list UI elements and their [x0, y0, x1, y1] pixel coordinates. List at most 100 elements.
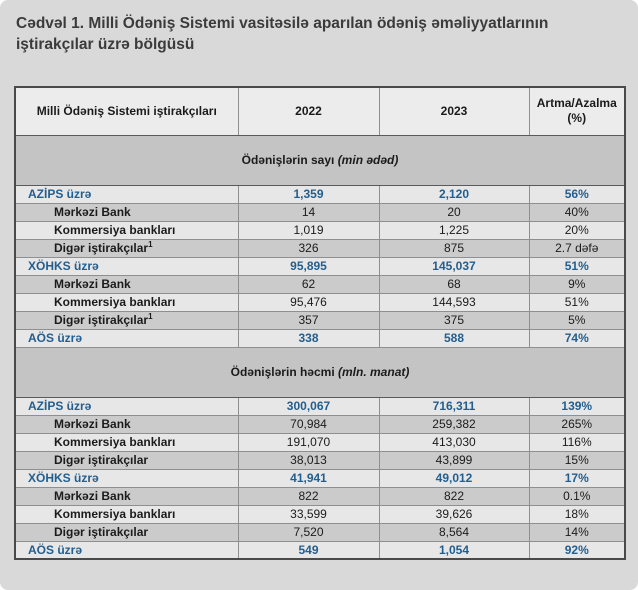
row-label: Digər iştirakçılar	[54, 525, 149, 539]
footnote-marker: 1	[148, 312, 153, 321]
value-change-cell: 17%	[528, 468, 626, 488]
row-label-cell: XÖHKS üzrə	[14, 256, 239, 276]
value-2023-cell: 49,012	[378, 468, 530, 488]
value-2023-cell: 145,037	[378, 256, 530, 276]
value-2023-cell: 822	[378, 486, 530, 506]
table-header-row: Milli Ödəniş Sistemi iştirakçıları 2022 …	[14, 86, 626, 136]
value-change-cell: 265%	[528, 414, 626, 434]
value-2022-cell: 1,359	[237, 184, 380, 204]
value-2023-cell: 1,225	[378, 220, 530, 240]
value-2022-cell: 38,013	[237, 450, 380, 470]
value-change-cell: 56%	[528, 184, 626, 204]
row-label: AZİPS üzrə	[28, 399, 92, 413]
value-2023-cell: 375	[378, 310, 530, 330]
value-2022-cell: 7,520	[237, 522, 380, 542]
value-change-cell: 2.7 dəfə	[528, 238, 626, 258]
value-2022-cell: 357	[237, 310, 380, 330]
value-2023-cell: 875	[378, 238, 530, 258]
value-2022-cell: 70,984	[237, 414, 380, 434]
value-change-cell: 20%	[528, 220, 626, 240]
value-change-cell: 9%	[528, 274, 626, 294]
row-label: AÖS üzrə	[28, 542, 83, 557]
row-label: Mərkəzi Bank	[54, 277, 131, 291]
table-row-central-bank-volume2: Mərkəzi Bank 822 822 0.1%	[14, 486, 626, 506]
row-label: Kommersiya bankları	[54, 507, 176, 521]
section-unit: (mln. manat)	[338, 365, 410, 379]
row-label: XÖHKS üzrə	[28, 259, 99, 273]
row-label: AZİPS üzrə	[28, 187, 92, 201]
value-2022-cell: 14	[237, 202, 380, 222]
row-label-cell: Mərkəzi Bank	[14, 414, 239, 434]
value-2023-cell: 259,382	[378, 414, 530, 434]
value-2022-cell: 95,476	[237, 292, 380, 312]
section-unit: (min ədəd)	[337, 153, 399, 167]
row-label-cell: Mərkəzi Bank	[14, 202, 239, 222]
row-label: Digər iştirakçılar	[54, 453, 149, 467]
value-2023-cell: 8,564	[378, 522, 530, 542]
value-2022-cell: 95,895	[237, 256, 380, 276]
table-row-commercial-banks-count: Kommersiya bankları 1,019 1,225 20%	[14, 220, 626, 240]
section-title: Ödənişlərin sayı	[241, 153, 335, 167]
value-2023-cell: 2,120	[378, 184, 530, 204]
table-row-azips-count: AZİPS üzrə 1,359 2,120 56%	[14, 184, 626, 204]
row-label-cell: Mərkəzi Bank	[14, 486, 239, 506]
value-2023-cell: 144,593	[378, 292, 530, 312]
row-label: Kommersiya bankları	[54, 295, 176, 309]
row-label-cell: Digər iştirakçılar1	[14, 238, 239, 258]
row-label-cell: Digər iştirakçılar	[14, 522, 239, 542]
value-2022-cell: 62	[237, 274, 380, 294]
row-label: Mərkəzi Bank	[54, 489, 131, 503]
value-2023-cell: 20	[378, 202, 530, 222]
value-2023-cell: 413,030	[378, 432, 530, 452]
row-label-cell: AÖS üzrə	[14, 328, 239, 348]
row-label: Digər iştirakçılar	[54, 313, 149, 327]
value-change-cell: 51%	[528, 292, 626, 312]
table-row-commercial-banks-volume: Kommersiya bankları 191,070 413,030 116%	[14, 432, 626, 452]
row-label: Kommersiya bankları	[54, 435, 176, 449]
payments-table: Milli Ödəniş Sistemi iştirakçıları 2022 …	[14, 86, 626, 560]
column-header-2022: 2022	[237, 86, 380, 136]
section-header-volume: Ödənişlərin həcmi (mln. manat)	[14, 346, 626, 398]
value-2022-cell: 300,067	[237, 396, 380, 416]
row-label-cell: XÖHKS üzrə	[14, 468, 239, 488]
value-2022-cell: 41,941	[237, 468, 380, 488]
row-label-cell: Kommersiya bankları	[14, 504, 239, 524]
value-2023-cell: 43,899	[378, 450, 530, 470]
table-row-other-participants-volume2: Digər iştirakçılar 7,520 8,564 14%	[14, 522, 626, 542]
value-2023-cell: 1,054	[378, 540, 530, 560]
row-label: Digər iştirakçılar	[54, 241, 149, 255]
row-label-cell: AZİPS üzrə	[14, 184, 239, 204]
table-row-xohks-volume: XÖHKS üzrə 41,941 49,012 17%	[14, 468, 626, 488]
value-change-cell: 139%	[528, 396, 626, 416]
table-row-xohks-count: XÖHKS üzrə 95,895 145,037 51%	[14, 256, 626, 276]
value-2023-cell: 39,626	[378, 504, 530, 524]
table-row-azips-volume: AZİPS üzrə 300,067 716,311 139%	[14, 396, 626, 416]
row-label-cell: AÖS üzrə	[14, 540, 239, 560]
value-2023-cell: 716,311	[378, 396, 530, 416]
row-label: Mərkəzi Bank	[54, 417, 131, 431]
row-label-cell: Kommersiya bankları	[14, 432, 239, 452]
row-label: XÖHKS üzrə	[28, 471, 99, 485]
column-header-change: Artma/Azalma (%)	[528, 86, 626, 136]
value-change-cell: 116%	[528, 432, 626, 452]
column-header-participants: Milli Ödəniş Sistemi iştirakçıları	[14, 86, 239, 136]
row-label-cell: Digər iştirakçılar	[14, 450, 239, 470]
table-row-commercial-banks-volume2: Kommersiya bankları 33,599 39,626 18%	[14, 504, 626, 524]
value-2022-cell: 338	[237, 328, 380, 348]
row-label-cell: Kommersiya bankları	[14, 292, 239, 312]
table-row-central-bank-volume: Mərkəzi Bank 70,984 259,382 265%	[14, 414, 626, 434]
value-2022-cell: 822	[237, 486, 380, 506]
section-title-cell: Ödənişlərin həcmi (mln. manat)	[14, 346, 626, 398]
value-change-cell: 0.1%	[528, 486, 626, 506]
table-row-other-participants-count2: Digər iştirakçılar1 357 375 5%	[14, 310, 626, 330]
table-row-other-participants-volume: Digər iştirakçılar 38,013 43,899 15%	[14, 450, 626, 470]
value-change-cell: 92%	[528, 540, 626, 560]
value-2022-cell: 326	[237, 238, 380, 258]
value-2022-cell: 1,019	[237, 220, 380, 240]
footnote-marker: 1	[148, 240, 153, 249]
value-change-cell: 5%	[528, 310, 626, 330]
table-row-other-participants-count: Digər iştirakçılar1 326 875 2.7 dəfə	[14, 238, 626, 258]
value-2023-cell: 68	[378, 274, 530, 294]
value-change-cell: 18%	[528, 504, 626, 524]
